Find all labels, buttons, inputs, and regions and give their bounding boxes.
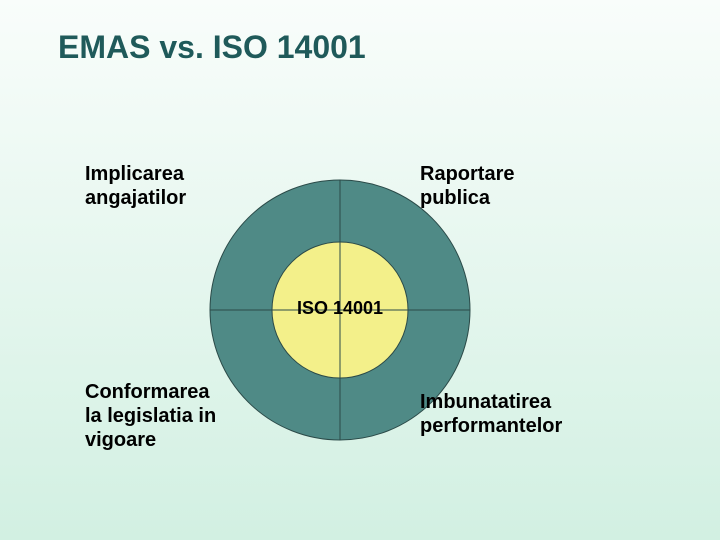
label-bottom-right: Imbunatatireaperformantelor: [420, 390, 562, 438]
label-top-left: Implicareaangajatilor: [85, 162, 186, 210]
label-bottom-left: Conformareala legislatia invigoare: [85, 380, 216, 452]
quadrant-diagram: [0, 0, 720, 540]
slide: EMAS vs. ISO 14001 ISO 14001 Implicareaa…: [0, 0, 720, 540]
label-top-right: Raportarepublica: [420, 162, 514, 210]
